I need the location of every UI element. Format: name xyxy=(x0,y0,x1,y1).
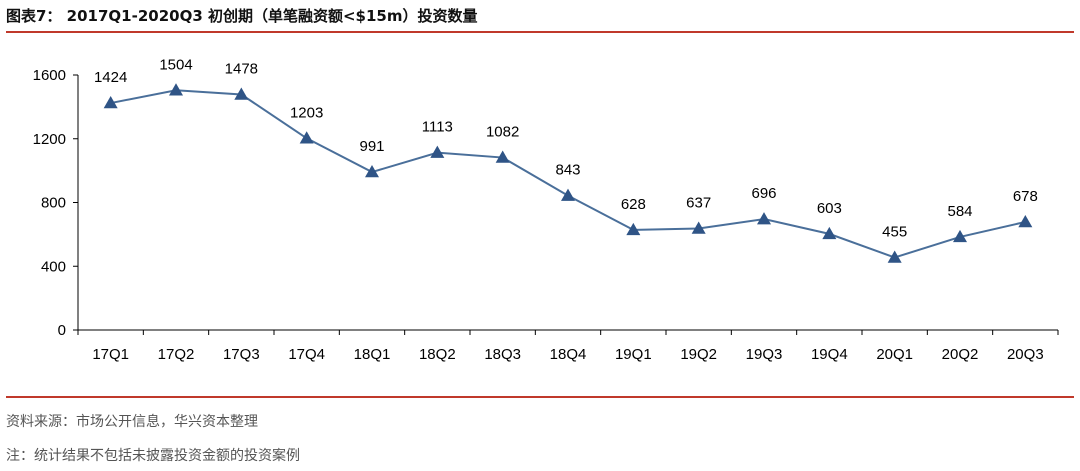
x-tick-label: 18Q4 xyxy=(550,346,587,363)
y-tick-label: 400 xyxy=(41,258,66,275)
data-label: 843 xyxy=(555,162,580,179)
x-tick-label: 20Q3 xyxy=(1007,346,1044,363)
chart-axes xyxy=(77,75,1058,331)
y-tick-label: 1600 xyxy=(33,67,66,84)
x-axis-ticks: 17Q1 17Q2 17Q3 17Q4 18Q1 18Q2 18Q3 18Q4 19Q1 19Q2… xyxy=(77,330,1059,363)
footnote: 注：统计结果不包括未披露投资金额的投资案例 xyxy=(6,448,300,464)
y-tick-label: 1200 xyxy=(33,131,66,148)
data-point-marker xyxy=(234,87,249,100)
footer-divider xyxy=(6,396,1074,398)
data-point-marker xyxy=(561,188,575,201)
data-label: 628 xyxy=(621,196,646,213)
line-chart: 0 400 800 1200 1600 17Q1 17Q2 17Q3 17Q4 18Q1 18Q2… xyxy=(33,56,1059,363)
data-label: 455 xyxy=(882,223,907,240)
y-tick-label: 0 xyxy=(58,322,66,339)
data-label: 1478 xyxy=(225,60,258,77)
data-label: 1504 xyxy=(159,56,192,73)
data-label: 637 xyxy=(686,194,711,211)
x-tick-label: 19Q2 xyxy=(680,346,717,363)
data-label: 678 xyxy=(1013,188,1038,205)
source-note: 资料来源：市场公开信息，华兴资本整理 xyxy=(6,414,258,430)
data-label: 1203 xyxy=(290,104,323,121)
x-tick-label: 19Q1 xyxy=(615,346,652,363)
data-point-marker xyxy=(103,96,118,109)
data-point-marker xyxy=(495,150,510,163)
x-tick-label: 17Q4 xyxy=(288,346,325,363)
data-label: 696 xyxy=(751,185,776,202)
x-tick-label: 17Q3 xyxy=(223,346,260,363)
marker-group xyxy=(103,83,1033,263)
y-tick-label: 800 xyxy=(41,195,66,212)
x-tick-label: 17Q1 xyxy=(92,346,129,363)
data-label: 1082 xyxy=(486,124,519,141)
data-point-marker xyxy=(757,212,771,225)
x-tick-label: 19Q3 xyxy=(746,346,783,363)
data-label: 1424 xyxy=(94,69,127,86)
x-tick-label: 18Q3 xyxy=(484,346,521,363)
data-label: 584 xyxy=(947,203,972,220)
data-point-marker xyxy=(365,165,379,178)
x-tick-label: 18Q2 xyxy=(419,346,456,363)
x-tick-label: 19Q4 xyxy=(811,346,848,363)
data-label: 603 xyxy=(817,200,842,217)
x-tick-label: 17Q2 xyxy=(158,346,195,363)
data-point-marker xyxy=(691,221,706,234)
data-point-marker xyxy=(887,250,902,263)
data-point-marker xyxy=(299,131,314,144)
data-label: 1113 xyxy=(422,119,453,136)
x-tick-label: 20Q2 xyxy=(942,346,979,363)
data-label: 991 xyxy=(359,138,384,155)
x-tick-label: 18Q1 xyxy=(354,346,391,363)
x-tick-label: 20Q1 xyxy=(876,346,913,363)
y-axis-ticks: 0 400 800 1200 1600 xyxy=(33,67,78,339)
data-point-marker xyxy=(1018,214,1033,228)
data-point-marker xyxy=(169,83,183,96)
data-point-marker xyxy=(822,226,837,240)
data-point-marker xyxy=(626,222,641,236)
data-point-marker xyxy=(953,229,967,243)
chart-title: 图表7： 2017Q1-2020Q3 初创期（单笔融资额<$15m）投资数量 xyxy=(6,7,478,25)
data-label-group: 1424 1504 1478 1203 991 1113 1082 843 628 637 696 6… xyxy=(94,56,1038,240)
data-point-marker xyxy=(430,145,445,158)
title-divider xyxy=(6,31,1074,33)
